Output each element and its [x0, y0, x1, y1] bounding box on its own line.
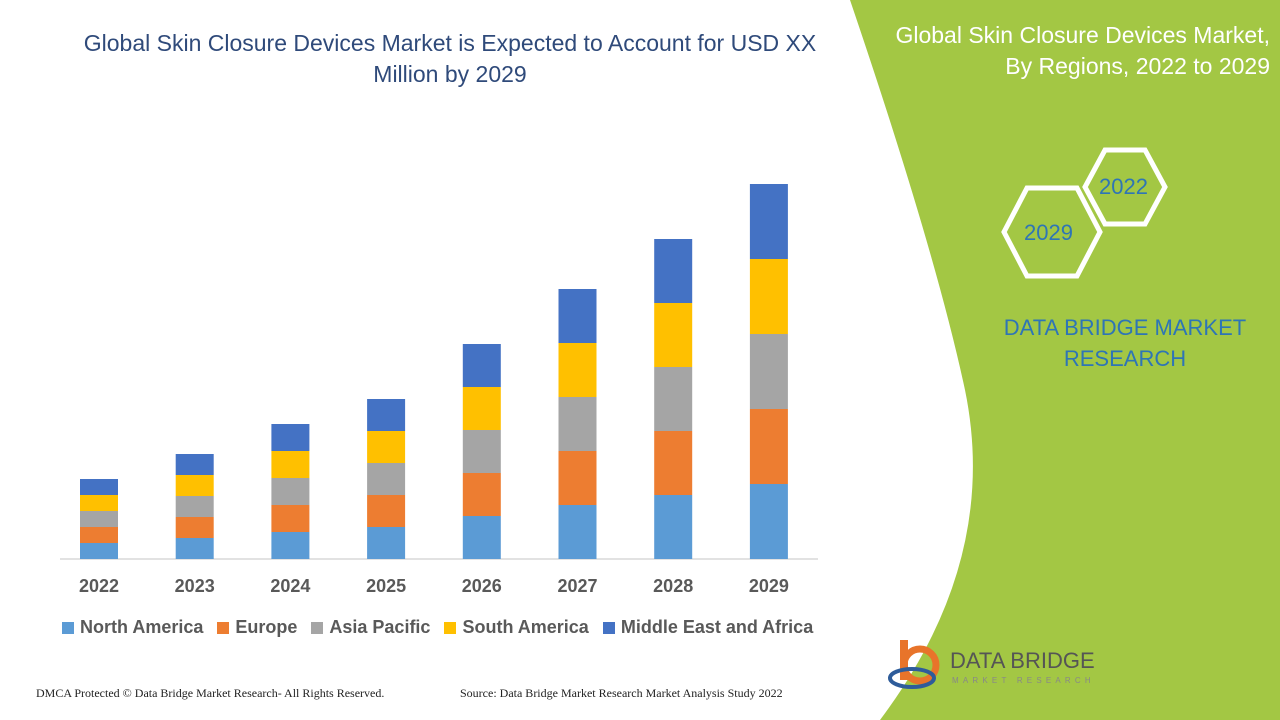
logo-sub: MARKET RESEARCH: [952, 676, 1095, 685]
bar-segment-north-america: [462, 516, 501, 559]
bar-segment-north-america: [271, 532, 310, 559]
bar-segment-asia-pacific: [558, 397, 597, 451]
hex-label-2022: 2022: [1099, 174, 1148, 199]
bar-segment-europe: [80, 527, 118, 543]
bar-segment-north-america: [558, 505, 597, 559]
bar-segment-middle-east-and-africa: [80, 479, 118, 495]
footer-copyright: DMCA Protected © Data Bridge Market Rese…: [36, 686, 385, 700]
chart-area: 2022 2023 2024 2025 2026 2027 2028 2029: [60, 184, 818, 596]
bar-segment-middle-east-and-africa: [558, 289, 597, 343]
x-tick-label: 2023: [175, 576, 215, 596]
legend-item: Europe: [217, 617, 297, 638]
bar-segment-north-america: [749, 484, 788, 559]
bar-segment-north-america: [367, 527, 406, 559]
bar-segment-middle-east-and-africa: [271, 424, 310, 451]
legend-swatch: [444, 621, 457, 634]
bar-segment-north-america: [175, 538, 214, 559]
bar-segment-asia-pacific: [80, 511, 118, 527]
green-side-panel: [850, 0, 1280, 720]
bar-segment-europe: [271, 505, 310, 532]
bar-segment-asia-pacific: [367, 463, 406, 495]
bar-segment-europe: [558, 451, 597, 505]
legend-swatch: [602, 621, 615, 634]
brand-text: DATA BRIDGE MARKET RESEARCH: [1003, 315, 1247, 371]
legend-swatch: [311, 621, 324, 634]
bar-segment-asia-pacific: [654, 367, 693, 431]
x-tick-label: 2026: [462, 576, 502, 596]
hex-label-2029: 2029: [1024, 220, 1073, 245]
bar-segment-asia-pacific: [175, 496, 214, 517]
bar-segment-europe: [654, 431, 693, 495]
bar-segment-middle-east-and-africa: [749, 184, 788, 259]
bar-segment-north-america: [80, 543, 118, 559]
logo-mark: [888, 640, 940, 689]
legend-label: Middle East and Africa: [620, 617, 814, 637]
bar-segment-middle-east-and-africa: [654, 239, 693, 303]
bar-segment-europe: [175, 517, 214, 538]
bar-segment-middle-east-and-africa: [367, 399, 406, 431]
hexagon-2029: [1001, 185, 1103, 279]
side-panel-title: Global Skin Closure Devices Market, By R…: [895, 22, 1270, 79]
bar-segment-south-america: [367, 431, 406, 463]
logo-name: DATA BRIDGE: [950, 648, 1095, 673]
bar-segment-middle-east-and-africa: [175, 454, 214, 475]
x-tick-label: 2027: [557, 576, 597, 596]
x-tick-label: 2022: [79, 576, 119, 596]
legend-label: North America: [80, 617, 204, 637]
bar-segment-north-america: [654, 495, 693, 559]
bar-segment-south-america: [175, 475, 214, 496]
x-tick-label: 2025: [366, 576, 406, 596]
legend-label: Asia Pacific: [329, 617, 431, 637]
legend-item: South America: [444, 617, 589, 638]
bar-segment-europe: [462, 473, 501, 516]
chart-title: Global Skin Closure Devices Market is Ex…: [83, 30, 817, 87]
bar-segment-south-america: [558, 343, 597, 397]
bar-segment-south-america: [271, 451, 310, 478]
legend-item: North America: [62, 617, 203, 638]
bar-segment-middle-east-and-africa: [462, 344, 501, 387]
bar-segment-asia-pacific: [749, 334, 788, 409]
bar-segment-europe: [749, 409, 788, 484]
x-tick-label: 2028: [653, 576, 693, 596]
bar-segment-europe: [367, 495, 406, 527]
bar-segment-south-america: [80, 495, 118, 511]
legend-item: Middle East and Africa: [602, 617, 814, 638]
footer-source: Source: Data Bridge Market Research Mark…: [460, 686, 783, 700]
legend-swatch: [217, 621, 230, 634]
hexagon-2022: [1082, 147, 1168, 227]
legend-label: South America: [462, 617, 589, 637]
bar-segment-south-america: [462, 387, 501, 430]
legend: North America Europe Asia Pacific South …: [62, 617, 813, 638]
legend-label: Europe: [235, 617, 298, 637]
x-tick-label: 2024: [270, 576, 310, 596]
legend-swatch: [62, 621, 74, 634]
bar-segment-asia-pacific: [271, 478, 310, 505]
legend-item: Asia Pacific: [311, 617, 430, 638]
x-tick-label: 2029: [749, 576, 789, 596]
bar-segment-asia-pacific: [462, 430, 501, 473]
bar-segment-south-america: [654, 303, 693, 367]
bar-segment-south-america: [749, 259, 788, 334]
